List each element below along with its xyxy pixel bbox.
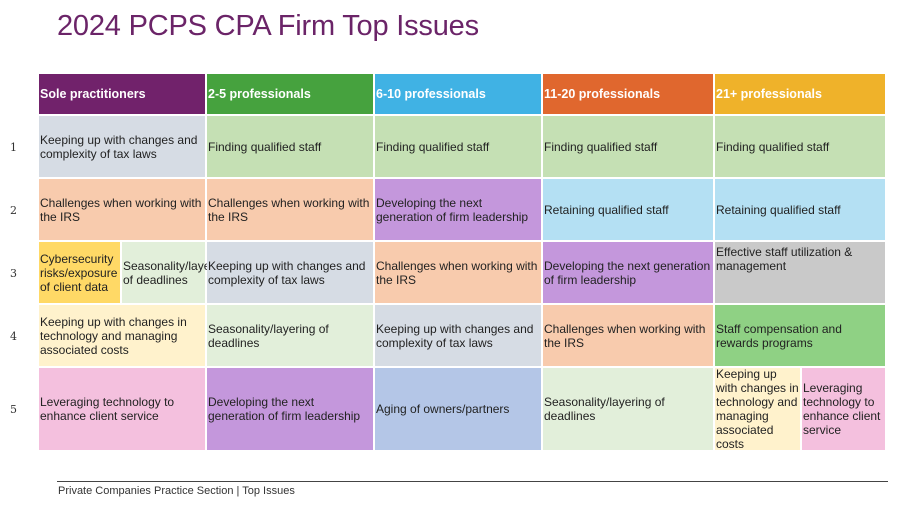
issue-cell: Seasonality/layering of deadlines — [543, 368, 715, 452]
issue-text: Challenges when working with the IRS — [376, 258, 538, 287]
issues-table: Sole practitioners 2-5 professionals 6-10 … — [39, 74, 887, 452]
column-header-label: 6-10 professionals — [376, 87, 486, 101]
issue-cell: Developing the next generation of firm l… — [543, 242, 715, 305]
issue-text: Keeping up with changes and complexity o… — [40, 132, 198, 161]
issue-cell: Leveraging technology to enhance client … — [802, 368, 887, 452]
issue-cell: Seasonality/layering of deadlines — [207, 305, 375, 368]
issue-cell: Aging of owners/partners — [375, 368, 543, 452]
issue-text: Keeping up with changes and complexity o… — [376, 321, 534, 350]
issue-cell: Challenges when working with the IRS — [375, 242, 543, 305]
issue-cell: Finding qualified staff — [207, 116, 375, 179]
issue-text: Finding qualified staff — [376, 139, 490, 154]
issue-text: Challenges when working with the IRS — [40, 195, 202, 224]
footer-text: Private Companies Practice Section | Top… — [58, 485, 295, 497]
row-number: 4 — [10, 329, 17, 343]
issue-cell: Developing the next generation of firm l… — [207, 368, 375, 452]
issue-cell: Finding qualified staff — [375, 116, 543, 179]
column-header: 11-20 professionals — [543, 74, 715, 116]
issue-cell: Leveraging technology to enhance client … — [39, 368, 207, 452]
issue-text: Keeping up with changes and complexity o… — [208, 258, 366, 287]
issue-cell: Seasonality/layering of deadlines — [122, 242, 230, 305]
issue-cell: Keeping up with changes and complexity o… — [39, 116, 207, 179]
issue-cell: Retaining qualified staff — [715, 179, 887, 242]
issue-text: Challenges when working with the IRS — [208, 195, 370, 224]
page-title: 2024 PCPS CPA Firm Top Issues — [57, 10, 479, 42]
column-header-label: 2-5 professionals — [208, 87, 311, 101]
issue-cell: Keeping up with changes in technology an… — [39, 305, 207, 368]
issue-cell: Challenges when working with the IRS — [543, 305, 715, 368]
issue-cell: Finding qualified staff — [543, 116, 715, 179]
row-number: 2 — [10, 203, 17, 217]
issue-text: Finding qualified staff — [208, 139, 322, 154]
issue-cell: Keeping up with changes and complexity o… — [207, 242, 375, 305]
issue-cell: Developing the next generation of firm l… — [375, 179, 543, 242]
column-header-label: 21+ professionals — [716, 87, 822, 101]
issue-text: Retaining qualified staff — [544, 202, 669, 217]
issue-cell: Finding qualified staff — [715, 116, 887, 179]
issue-text: Leveraging technology to enhance client … — [803, 381, 881, 437]
issue-cell: Retaining qualified staff — [543, 179, 715, 242]
issue-text: Aging of owners/partners — [376, 402, 510, 416]
row-number: 1 — [10, 140, 17, 154]
issue-text: Retaining qualified staff — [716, 202, 841, 217]
column-header-label: Sole practitioners — [40, 87, 146, 101]
issue-text: Staff compensation and rewards programs — [716, 321, 842, 350]
issue-cell: Effective staff utilization & management — [715, 242, 887, 305]
issue-text: Challenges when working with the IRS — [544, 321, 706, 350]
issue-cell: Staff compensation and rewards programs — [715, 305, 887, 368]
issue-text: Leveraging technology to enhance client … — [40, 395, 175, 423]
issue-text: Seasonality/layering of deadlines — [123, 258, 231, 287]
footer-divider — [57, 481, 888, 482]
column-header: Sole practitioners — [39, 74, 207, 116]
column-header: 2-5 professionals — [207, 74, 375, 116]
column-header: 6-10 professionals — [375, 74, 543, 116]
issue-cell: Keeping up with changes in technology an… — [715, 367, 802, 452]
issue-text: Developing the next generation of firm l… — [544, 258, 711, 287]
issue-cell: Cybersecurity risks/exposure of client d… — [39, 242, 122, 305]
issue-text: Developing the next generation of firm l… — [208, 395, 361, 423]
issue-cell: Challenges when working with the IRS — [39, 179, 207, 242]
column-header-label: 11-20 professionals — [544, 87, 661, 101]
row-number: 3 — [10, 266, 17, 280]
issue-text: Seasonality/layering of deadlines — [544, 395, 665, 423]
issue-text: Finding qualified staff — [544, 139, 658, 154]
issue-text: Seasonality/layering of deadlines — [208, 321, 329, 350]
issue-text: Finding qualified staff — [716, 139, 830, 154]
issue-text: Effective staff utilization & management — [716, 245, 853, 273]
issue-text: Keeping up with changes in technology an… — [716, 367, 799, 451]
issue-text: Keeping up with changes in technology an… — [40, 314, 187, 357]
issue-cell: Challenges when working with the IRS — [207, 179, 375, 242]
column-header: 21+ professionals — [715, 74, 887, 116]
row-number: 5 — [10, 403, 17, 416]
issue-cell: Keeping up with changes and complexity o… — [375, 305, 543, 368]
issue-text: Cybersecurity risks/exposure of client d… — [40, 251, 118, 294]
issue-text: Developing the next generation of firm l… — [376, 195, 529, 224]
